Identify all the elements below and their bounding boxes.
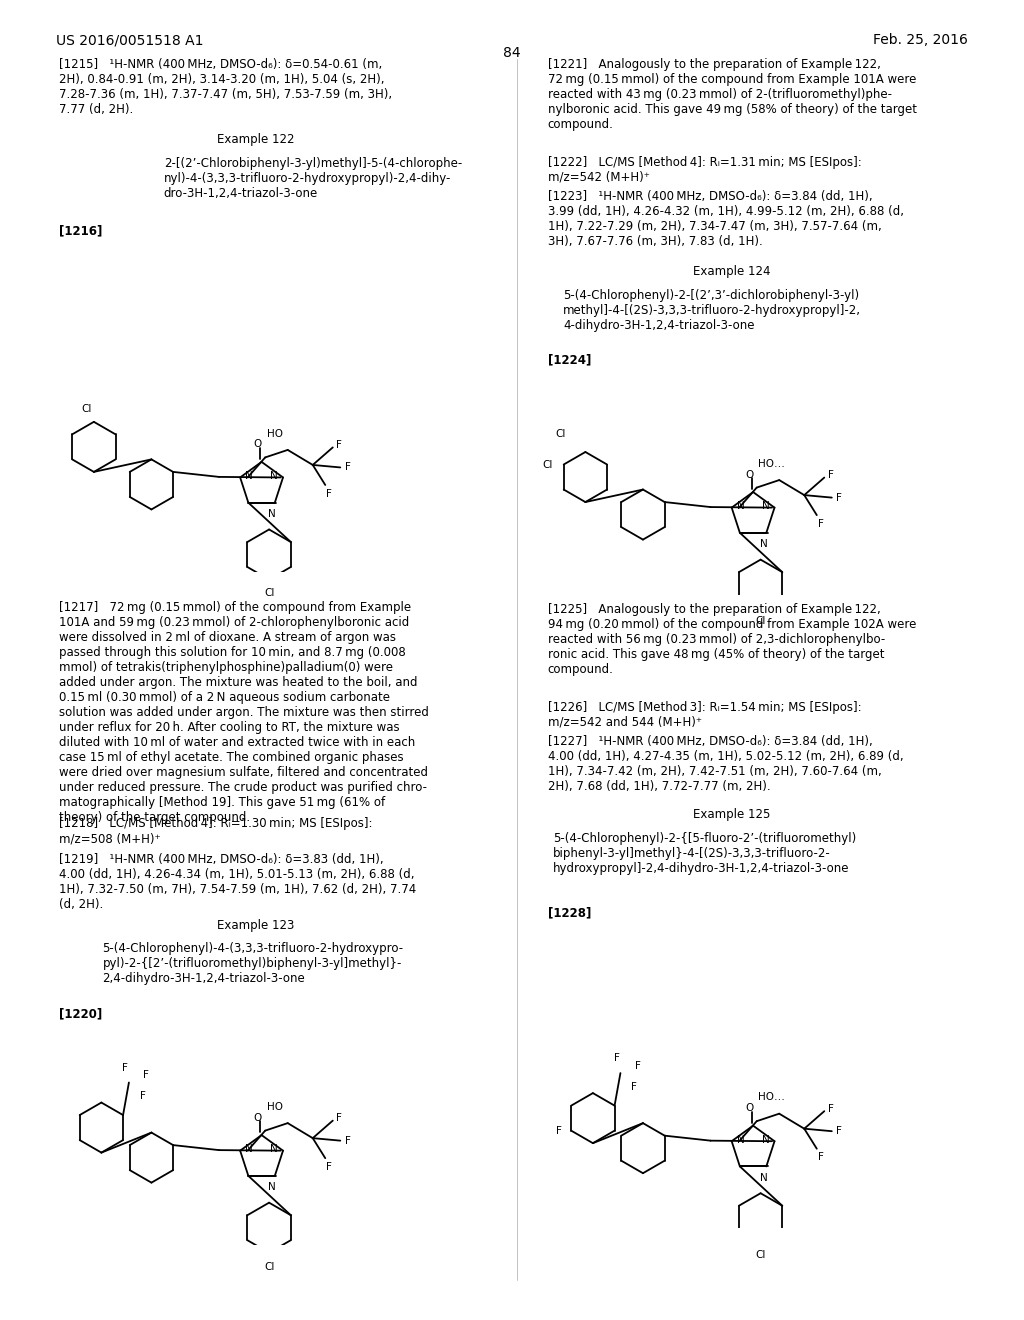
Text: [1226]   LC/MS [Method 3]: Rᵢ=1.54 min; MS [ESIpos]:
m/z=542 and 544 (M+H)⁺: [1226] LC/MS [Method 3]: Rᵢ=1.54 min; MS…: [548, 701, 861, 729]
Text: O: O: [745, 1104, 754, 1113]
Text: F: F: [827, 1104, 834, 1114]
Text: N: N: [760, 539, 768, 549]
Text: HO: HO: [267, 429, 284, 438]
Text: N: N: [736, 502, 744, 511]
Text: N: N: [736, 1135, 744, 1144]
Text: [1215]   ¹H-NMR (400 MHz, DMSO-d₆): δ=0.54-0.61 (m,
2H), 0.84-0.91 (m, 2H), 3.14: [1215] ¹H-NMR (400 MHz, DMSO-d₆): δ=0.54…: [59, 58, 392, 116]
Text: O: O: [254, 440, 262, 449]
Text: F: F: [326, 488, 332, 499]
Text: F: F: [613, 1053, 620, 1063]
Text: F: F: [336, 1113, 342, 1123]
Text: F: F: [635, 1060, 641, 1071]
Text: N: N: [245, 471, 253, 482]
Text: O: O: [745, 470, 754, 479]
Text: Example 122: Example 122: [217, 133, 295, 147]
Text: US 2016/0051518 A1: US 2016/0051518 A1: [56, 33, 204, 48]
Text: HO․․․: HO․․․: [759, 459, 785, 469]
Text: F: F: [345, 1135, 351, 1146]
Text: Cl: Cl: [756, 616, 766, 626]
Text: 5-(4-Chlorophenyl)-2-{[5-fluoro-2’-(trifluoromethyl)
biphenyl-3-yl]methyl}-4-[(2: 5-(4-Chlorophenyl)-2-{[5-fluoro-2’-(trif…: [553, 832, 856, 875]
Text: 2-[(2’-Chlorobiphenyl-3-yl)methyl]-5-(4-chlorophe-
nyl)-4-(3,3,3-trifluoro-2-hyd: 2-[(2’-Chlorobiphenyl-3-yl)methyl]-5-(4-…: [164, 157, 462, 201]
Text: [1228]: [1228]: [548, 907, 591, 920]
Text: Example 124: Example 124: [693, 265, 771, 279]
Text: 84: 84: [503, 46, 521, 61]
Text: HO․․․: HO․․․: [759, 1093, 785, 1102]
Text: N: N: [762, 502, 770, 511]
Text: Cl: Cl: [264, 589, 274, 598]
Text: N: N: [245, 1144, 253, 1155]
Text: F: F: [837, 1126, 843, 1137]
Text: [1217]   72 mg (0.15 mmol) of the compound from Example
101A and 59 mg (0.23 mmo: [1217] 72 mg (0.15 mmol) of the compound…: [59, 601, 429, 824]
Text: [1227]   ¹H-NMR (400 MHz, DMSO-d₆): δ=3.84 (dd, 1H),
4.00 (dd, 1H), 4.27-4.35 (m: [1227] ¹H-NMR (400 MHz, DMSO-d₆): δ=3.84…: [548, 735, 903, 793]
Text: N: N: [270, 471, 279, 482]
Text: [1223]   ¹H-NMR (400 MHz, DMSO-d₆): δ=3.84 (dd, 1H),
3.99 (dd, 1H), 4.26-4.32 (m: [1223] ¹H-NMR (400 MHz, DMSO-d₆): δ=3.84…: [548, 190, 904, 248]
Text: [1218]   LC/MS [Method 4]: Rᵢ=1.30 min; MS [ESIpos]:
m/z=508 (M+H)⁺: [1218] LC/MS [Method 4]: Rᵢ=1.30 min; MS…: [59, 817, 373, 845]
Text: O: O: [254, 1113, 262, 1122]
Text: 5-(4-Chlorophenyl)-4-(3,3,3-trifluoro-2-hydroxypro-
pyl)-2-{[2’-(trifluoromethyl: 5-(4-Chlorophenyl)-4-(3,3,3-trifluoro-2-…: [102, 942, 403, 986]
Text: [1222]   LC/MS [Method 4]: Rᵢ=1.31 min; MS [ESIpos]:
m/z=542 (M+H)⁺: [1222] LC/MS [Method 4]: Rᵢ=1.31 min; MS…: [548, 156, 861, 183]
Text: Cl: Cl: [264, 1262, 274, 1271]
Text: F: F: [336, 440, 342, 450]
Text: [1224]: [1224]: [548, 354, 591, 367]
Text: F: F: [827, 470, 834, 480]
Text: N: N: [760, 1172, 768, 1183]
Text: F: F: [817, 1152, 823, 1163]
Text: F: F: [326, 1162, 332, 1172]
Text: HO: HO: [267, 1102, 284, 1111]
Text: Cl: Cl: [543, 459, 553, 470]
Text: Example 123: Example 123: [217, 919, 295, 932]
Text: [1221]   Analogously to the preparation of Example 122,
72 mg (0.15 mmol) of the: [1221] Analogously to the preparation of…: [548, 58, 916, 131]
Text: F: F: [837, 492, 843, 503]
Text: F: F: [122, 1063, 128, 1073]
Text: [1216]: [1216]: [59, 224, 102, 238]
Text: Feb. 25, 2016: Feb. 25, 2016: [872, 33, 968, 48]
Text: [1219]   ¹H-NMR (400 MHz, DMSO-d₆): δ=3.83 (dd, 1H),
4.00 (dd, 1H), 4.26-4.34 (m: [1219] ¹H-NMR (400 MHz, DMSO-d₆): δ=3.83…: [59, 853, 417, 911]
Text: N: N: [268, 1183, 276, 1192]
Text: 5-(4-Chlorophenyl)-2-[(2’,3’-dichlorobiphenyl-3-yl)
methyl]-4-[(2S)-3,3,3-triflu: 5-(4-Chlorophenyl)-2-[(2’,3’-dichlorobip…: [563, 289, 861, 333]
Text: [1220]: [1220]: [59, 1007, 102, 1020]
Text: F: F: [345, 462, 351, 473]
Text: F: F: [631, 1082, 637, 1092]
Text: Cl: Cl: [81, 404, 91, 414]
Text: Cl: Cl: [555, 429, 565, 440]
Text: F: F: [817, 519, 823, 529]
Text: N: N: [762, 1135, 770, 1144]
Text: F: F: [139, 1092, 145, 1101]
Text: N: N: [270, 1144, 279, 1155]
Text: F: F: [143, 1071, 150, 1080]
Text: [1225]   Analogously to the preparation of Example 122,
94 mg (0.20 mmol) of the: [1225] Analogously to the preparation of…: [548, 603, 916, 676]
Text: F: F: [556, 1126, 562, 1135]
Text: Cl: Cl: [756, 1250, 766, 1259]
Text: N: N: [268, 510, 276, 519]
Text: Example 125: Example 125: [693, 808, 771, 821]
